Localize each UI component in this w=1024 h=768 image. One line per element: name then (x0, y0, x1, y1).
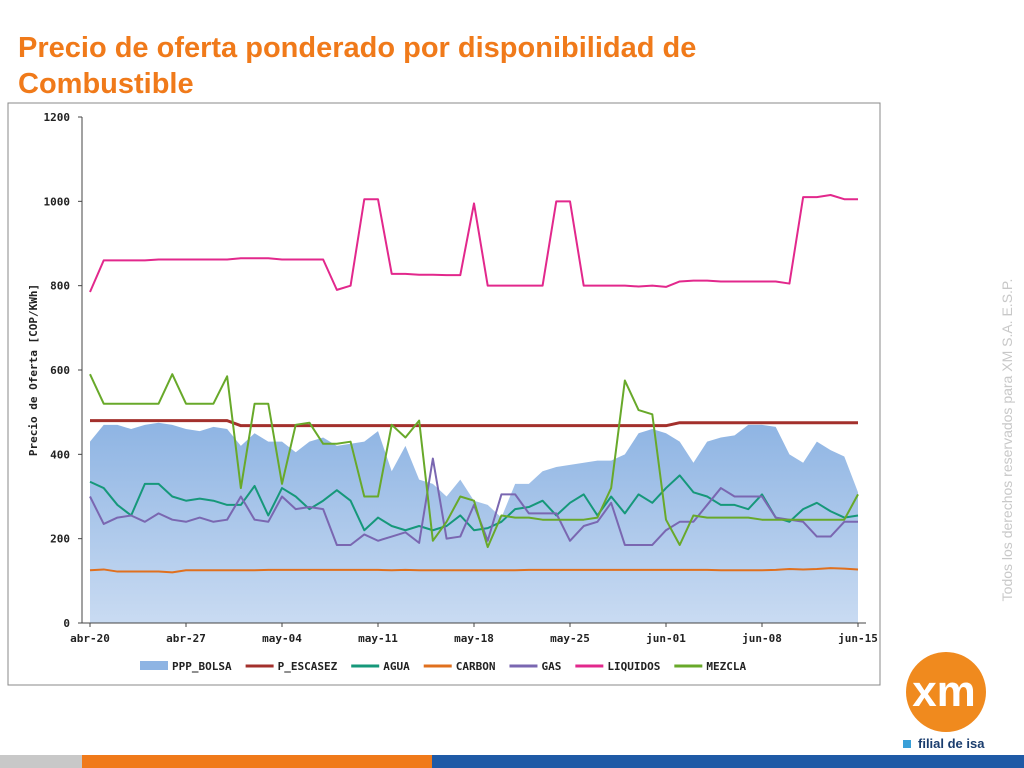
legend-label: GAS (541, 660, 561, 673)
slide-title: Precio de oferta ponderado por disponibi… (18, 32, 697, 100)
legend-label: LIQUIDOS (607, 660, 660, 673)
line (89, 457, 858, 546)
legend-label: AGUA (383, 660, 410, 673)
legend-label: P_ESCASEZ (278, 660, 338, 673)
footer-bar (432, 755, 1024, 768)
y-tick-label: 1000 (44, 195, 71, 208)
x-tick-label: jun-01 (646, 632, 686, 645)
x-tick-label: jun-15 (838, 632, 878, 645)
y-tick-label: 200 (50, 533, 70, 546)
legend-label: CARBON (456, 660, 496, 673)
x-tick-label: abr-20 (70, 632, 110, 645)
legend-label: PPP_BOLSA (172, 660, 232, 673)
x-tick-label: may-11 (358, 632, 398, 645)
line (89, 474, 859, 532)
y-axis-label: Precio de Oferta [COP/KWh] (27, 284, 40, 456)
y-tick-label: 400 (50, 448, 70, 461)
logo-tagline: filial de isa (918, 736, 985, 751)
x-tick-label: abr-27 (166, 632, 206, 645)
logo-bullet (903, 740, 911, 748)
y-tick-label: 1200 (44, 111, 71, 124)
line (89, 567, 859, 574)
line (90, 419, 858, 428)
y-tick-label: 800 (50, 280, 70, 293)
copyright-note: Todos los derechos reservados para XM S.… (999, 279, 1015, 602)
logo-circle (906, 652, 986, 732)
x-tick-label: may-04 (262, 632, 302, 645)
x-tick-label: may-18 (454, 632, 494, 645)
logo-mark: xm (912, 667, 976, 716)
legend-swatch (140, 661, 168, 670)
y-tick-label: 0 (63, 617, 70, 630)
line (89, 373, 859, 549)
y-tick-label: 600 (50, 364, 70, 377)
x-tick-label: jun-08 (742, 632, 782, 645)
line (89, 194, 858, 293)
footer-bar (0, 755, 82, 768)
footer-bar (82, 755, 432, 768)
legend-label: MEZCLA (706, 660, 746, 673)
area (90, 422, 858, 623)
x-tick-label: may-25 (550, 632, 590, 645)
